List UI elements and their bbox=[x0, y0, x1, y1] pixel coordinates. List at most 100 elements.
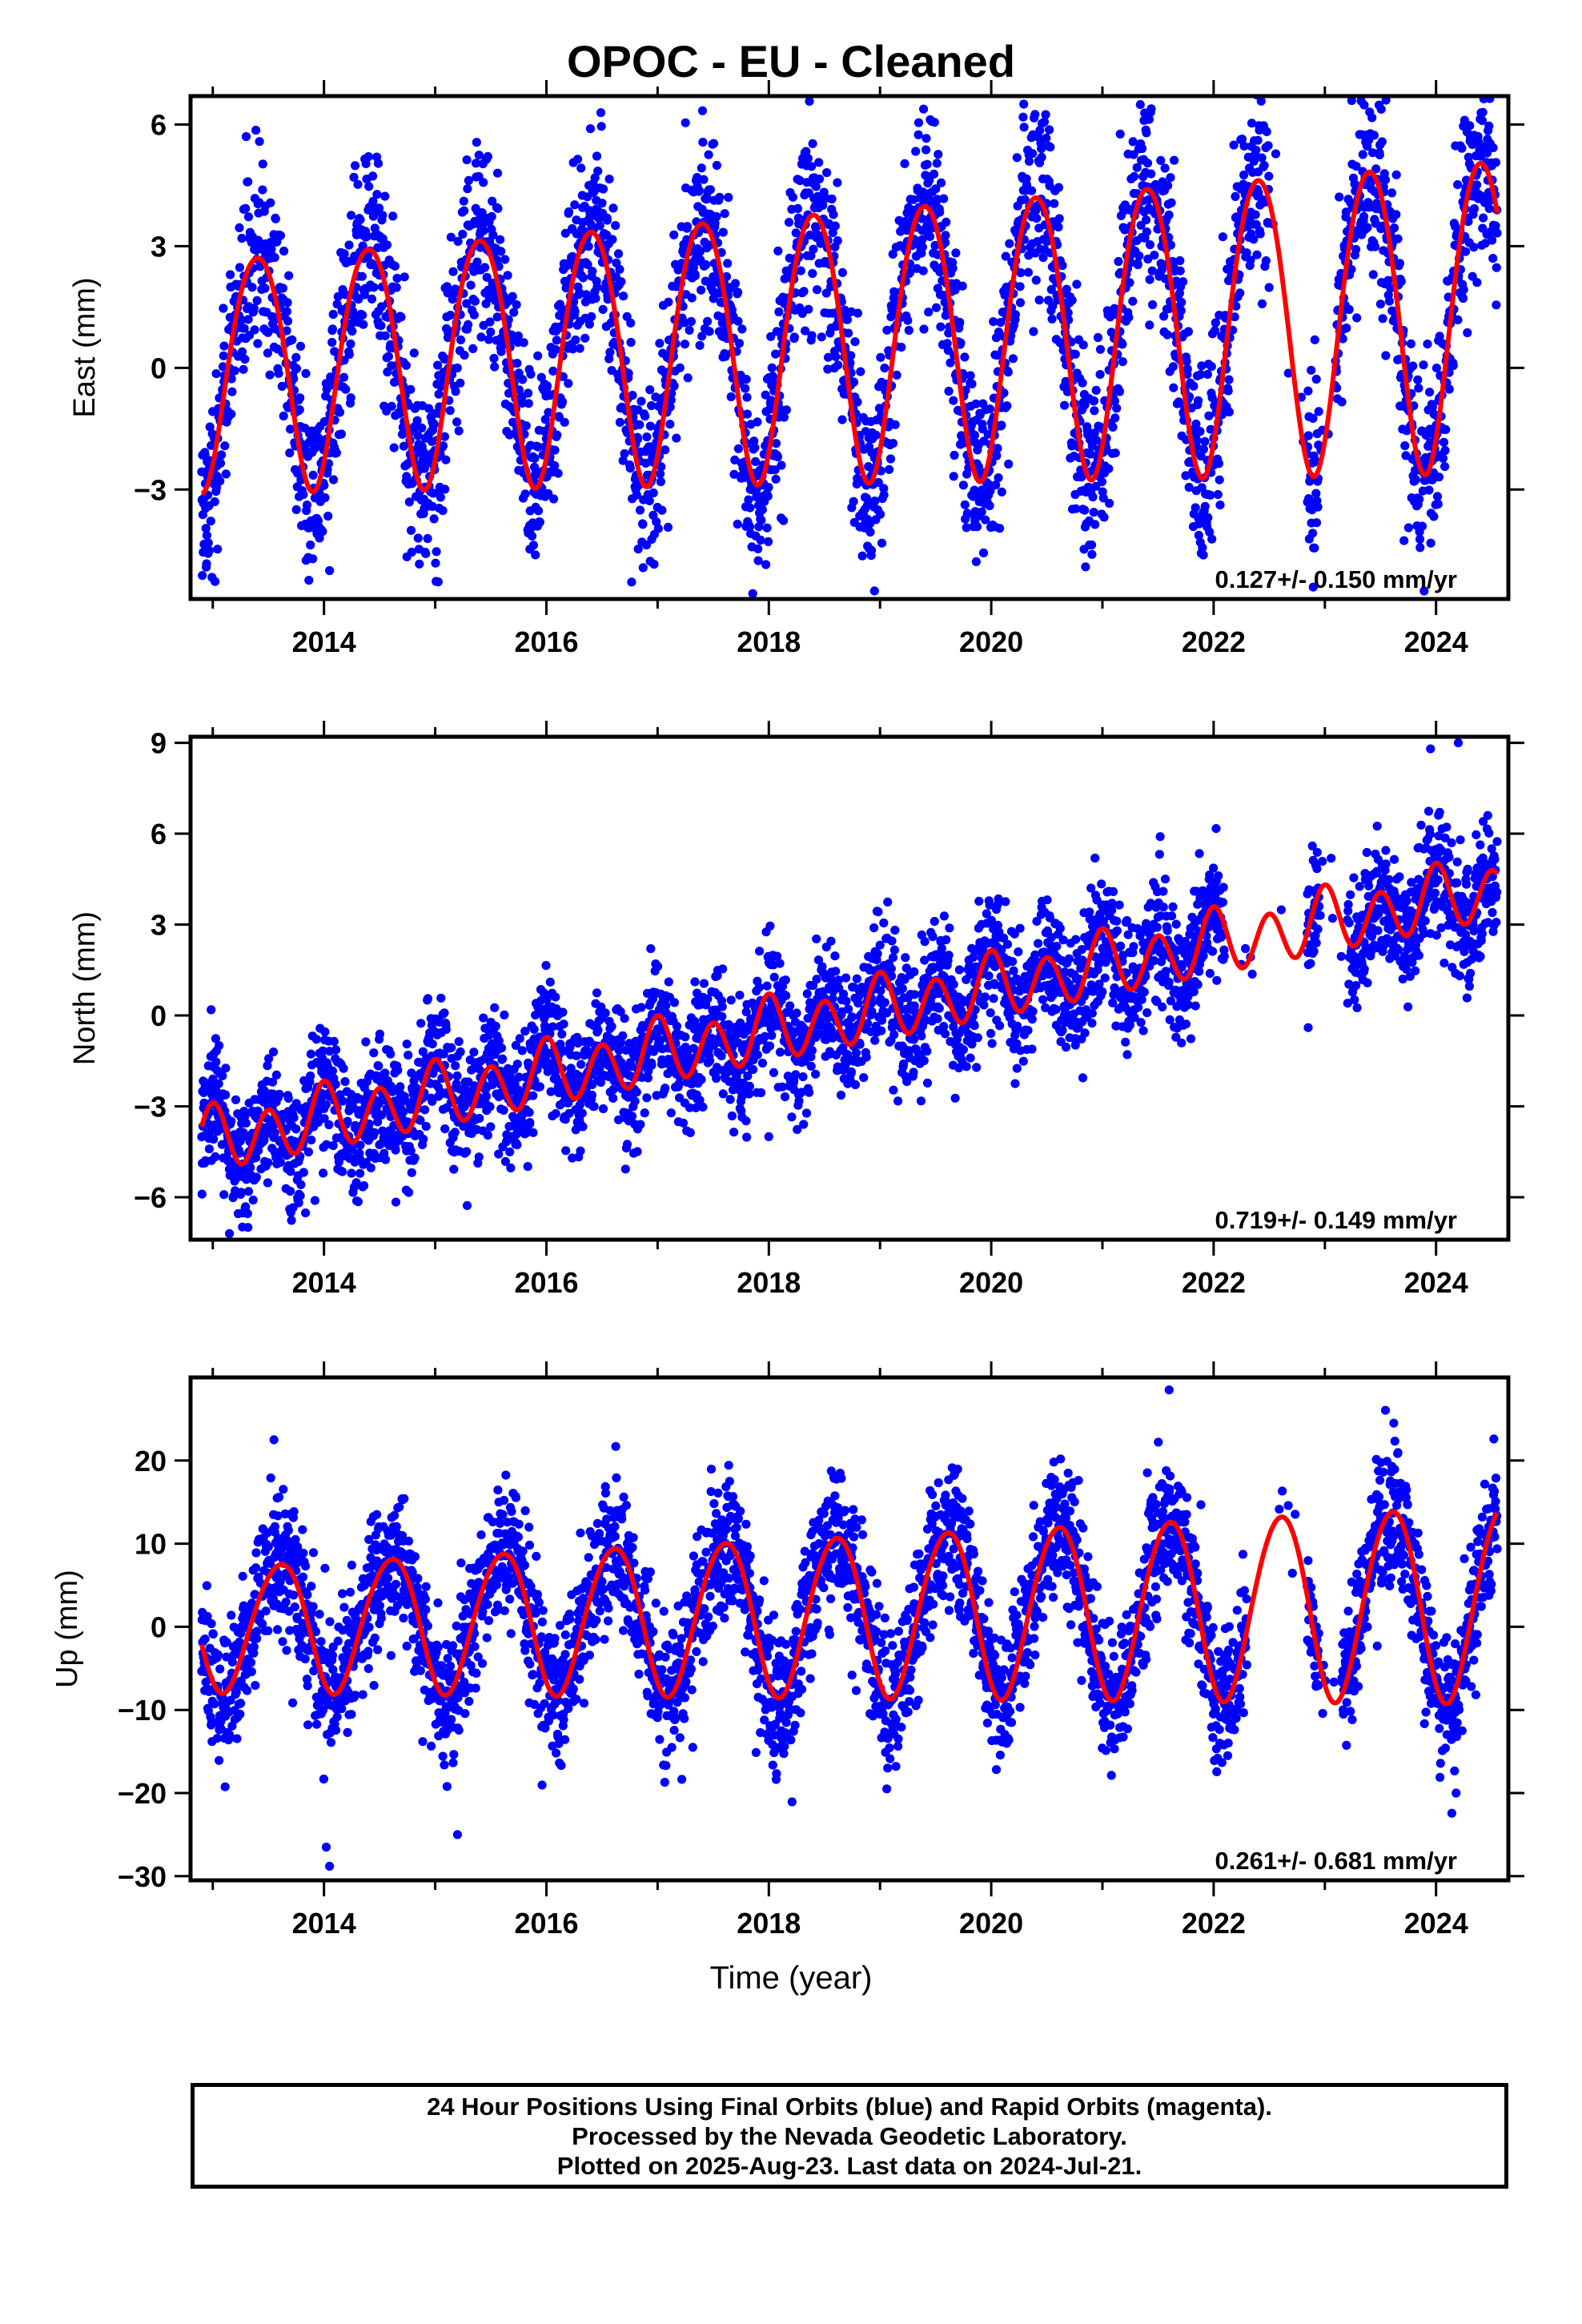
data-point bbox=[715, 192, 725, 202]
data-point bbox=[239, 324, 249, 333]
data-point bbox=[638, 520, 648, 529]
data-point bbox=[1371, 164, 1381, 174]
data-point bbox=[552, 336, 561, 345]
data-point bbox=[397, 429, 408, 439]
data-point bbox=[1440, 462, 1450, 472]
data-point bbox=[391, 1197, 401, 1207]
data-point bbox=[1086, 449, 1095, 459]
data-point bbox=[721, 352, 730, 361]
data-point bbox=[986, 486, 995, 496]
data-point bbox=[1215, 475, 1224, 485]
data-point bbox=[318, 527, 327, 537]
data-point bbox=[1341, 207, 1351, 217]
data-point bbox=[877, 538, 887, 548]
data-point bbox=[419, 1134, 428, 1144]
data-point bbox=[1192, 436, 1202, 445]
data-point bbox=[1072, 279, 1082, 289]
data-point bbox=[795, 175, 805, 186]
data-point bbox=[227, 374, 236, 384]
data-point bbox=[919, 104, 929, 114]
data-point bbox=[1337, 397, 1347, 407]
data-point bbox=[327, 324, 337, 334]
data-point bbox=[340, 1077, 350, 1087]
data-point bbox=[705, 327, 714, 336]
data-point bbox=[1224, 375, 1234, 384]
data-point bbox=[1046, 284, 1056, 295]
data-point bbox=[608, 203, 618, 213]
data-point bbox=[1308, 413, 1318, 423]
data-point bbox=[675, 363, 685, 372]
data-point bbox=[237, 347, 247, 356]
data-point bbox=[1381, 79, 1390, 88]
data-point bbox=[1160, 274, 1170, 283]
data-point bbox=[880, 364, 889, 373]
data-point bbox=[359, 1181, 369, 1191]
data-point bbox=[416, 1116, 425, 1125]
data-point bbox=[299, 1168, 308, 1177]
data-point bbox=[303, 1147, 313, 1157]
data-point bbox=[1464, 217, 1473, 227]
data-point bbox=[1060, 400, 1070, 410]
data-point bbox=[929, 169, 939, 179]
data-point bbox=[291, 1124, 301, 1134]
data-point bbox=[546, 1087, 556, 1096]
data-point bbox=[471, 159, 481, 168]
data-point bbox=[733, 316, 743, 326]
data-point bbox=[1303, 431, 1313, 440]
data-point bbox=[1118, 357, 1127, 367]
data-point bbox=[375, 1029, 384, 1039]
data-point bbox=[627, 577, 636, 587]
data-point bbox=[1413, 375, 1423, 384]
data-point bbox=[842, 315, 853, 324]
data-point bbox=[1086, 540, 1097, 550]
data-point bbox=[911, 147, 921, 156]
data-point bbox=[481, 1092, 492, 1101]
data-point bbox=[287, 335, 297, 344]
data-point bbox=[1210, 326, 1220, 336]
data-point bbox=[665, 402, 675, 412]
data-point bbox=[577, 1108, 587, 1118]
data-point bbox=[396, 312, 406, 322]
data-point bbox=[985, 501, 994, 511]
data-point bbox=[818, 200, 828, 210]
data-point bbox=[1093, 332, 1103, 343]
data-point bbox=[1135, 100, 1145, 110]
data-point bbox=[583, 259, 592, 269]
data-point bbox=[406, 1146, 416, 1156]
data-point bbox=[1095, 344, 1106, 354]
data-point bbox=[620, 448, 629, 459]
data-point bbox=[773, 452, 783, 462]
data-point bbox=[399, 441, 408, 451]
data-point bbox=[533, 506, 544, 516]
data-point bbox=[1403, 523, 1413, 533]
data-point bbox=[520, 489, 530, 499]
data-point bbox=[636, 1120, 645, 1129]
data-point bbox=[373, 1117, 383, 1127]
data-point bbox=[496, 235, 505, 244]
data-point bbox=[873, 477, 883, 488]
data-point bbox=[267, 244, 276, 254]
data-point bbox=[1097, 477, 1106, 487]
data-point bbox=[626, 337, 636, 348]
data-point bbox=[307, 1136, 316, 1145]
data-point bbox=[404, 1188, 414, 1197]
data-point bbox=[666, 396, 676, 405]
data-point bbox=[608, 1093, 618, 1103]
data-point bbox=[540, 415, 550, 424]
data-point bbox=[558, 1007, 568, 1017]
data-point bbox=[329, 1036, 339, 1046]
data-point bbox=[492, 168, 503, 178]
data-point bbox=[1369, 82, 1378, 90]
data-point bbox=[1189, 381, 1199, 391]
data-point bbox=[1099, 513, 1109, 522]
data-point bbox=[777, 460, 786, 470]
data-point bbox=[587, 1090, 597, 1100]
data-point bbox=[664, 297, 673, 307]
data-point bbox=[487, 211, 496, 221]
data-point bbox=[418, 1047, 428, 1056]
data-point bbox=[1089, 508, 1098, 517]
data-point bbox=[1019, 123, 1029, 132]
data-point bbox=[1256, 96, 1266, 106]
data-point bbox=[1183, 327, 1193, 336]
data-point bbox=[1016, 267, 1026, 278]
